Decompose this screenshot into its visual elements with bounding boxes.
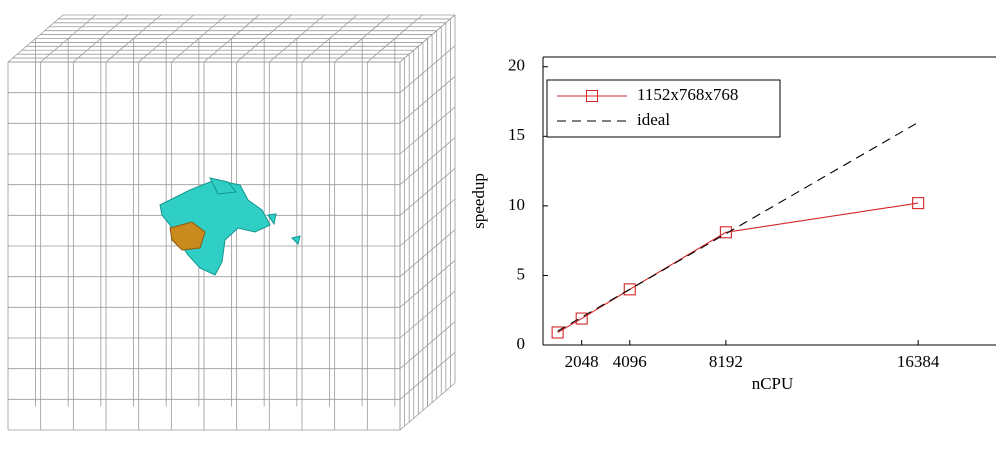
y-tick-label: 5: [517, 264, 526, 283]
x-tick-label: 2048: [565, 352, 599, 371]
y-tick-label: 15: [508, 125, 525, 144]
legend-label: ideal: [637, 110, 670, 129]
data-point: [912, 197, 925, 210]
x-tick-label: 8192: [709, 352, 743, 371]
series-line: [557, 121, 919, 332]
grid-cube: [7, 14, 456, 431]
data-point: [623, 283, 636, 296]
cube-line: [367, 14, 423, 63]
data-point: [575, 312, 588, 325]
x-tick-label: 16384: [897, 352, 940, 371]
y-tick-label: 0: [517, 334, 526, 353]
data-point: [551, 326, 564, 339]
plot: 0 5 10 15 20 2048 4096 8192 16384 nCPU speedup 1152…: [469, 56, 996, 393]
x-tick-label: 4096: [613, 352, 647, 371]
y-axis-label: speedup: [469, 173, 488, 229]
legend-box: [546, 79, 781, 138]
data-point: [719, 226, 732, 239]
cube-line: [399, 382, 456, 431]
series-line: [557, 202, 919, 333]
legend-marker: [586, 90, 598, 102]
legend-label: 1152x768x768: [637, 85, 738, 104]
y-tick-label: 20: [508, 56, 525, 75]
x-axis-label: nCPU: [752, 374, 794, 393]
isosurface: [159, 177, 301, 276]
y-tick-label: 10: [508, 195, 525, 214]
cube-line: [399, 14, 456, 63]
